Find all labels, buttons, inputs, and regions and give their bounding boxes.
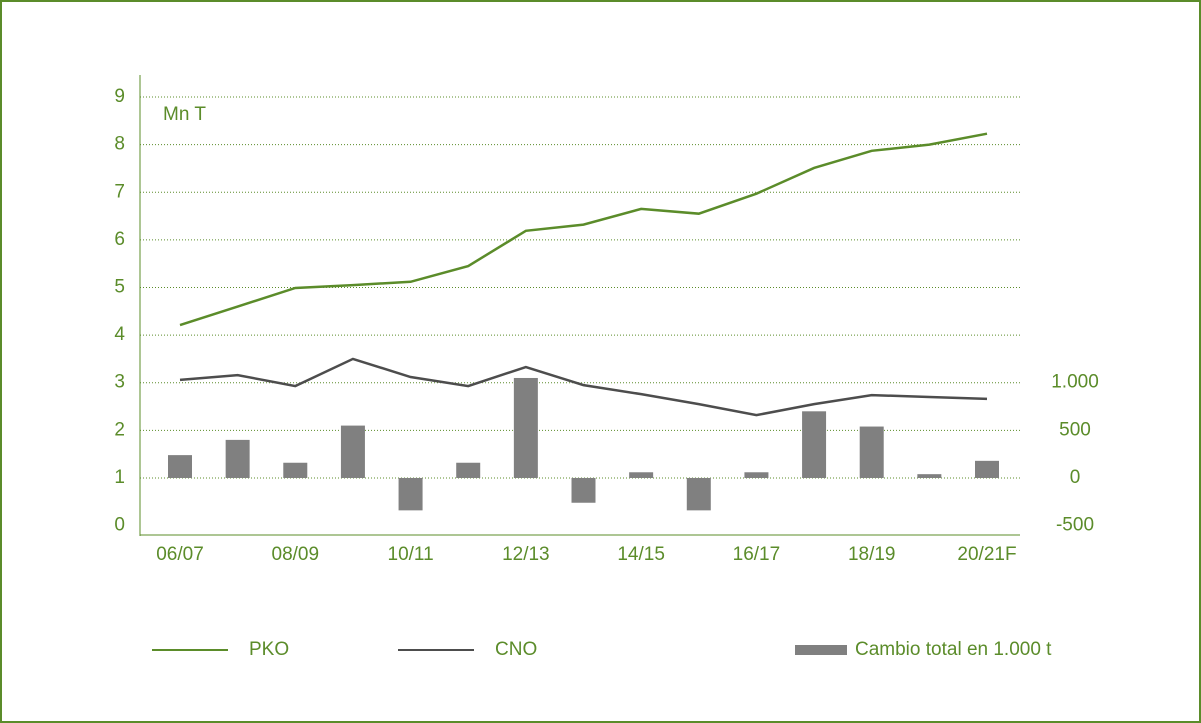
y2-tick-label: 0 <box>1070 467 1081 488</box>
x-tick-label: 06/07 <box>156 544 204 565</box>
y2-tick-label: 500 <box>1059 419 1091 440</box>
legend-label: Cambio total en 1.000 t <box>855 639 1052 660</box>
chart: Mn T 0 1 2 3 4 5 6 7 8 9 -500 0 500 1.000 06/07 08/09 10… <box>0 0 1201 723</box>
x-tick-label: 18/19 <box>848 544 896 565</box>
bar <box>399 478 423 510</box>
legend-swatch <box>795 645 847 655</box>
bar <box>744 472 768 478</box>
y-tick-label: 9 <box>114 86 125 107</box>
y-tick-label: 1 <box>114 467 125 488</box>
bar <box>975 461 999 478</box>
x-tick-label: 16/17 <box>733 544 781 565</box>
bar <box>168 455 192 478</box>
y-tick-label: 2 <box>114 419 125 440</box>
unit-annotation: Mn T <box>163 104 206 125</box>
bar <box>860 427 884 478</box>
legend-label: PKO <box>249 639 289 660</box>
line <box>180 134 987 325</box>
line <box>180 359 987 415</box>
bar <box>226 440 250 478</box>
y2-tick-label: 1.000 <box>1051 372 1099 393</box>
bar <box>456 463 480 478</box>
bar <box>802 411 826 478</box>
y-tick-label: 6 <box>114 229 125 250</box>
bar <box>572 478 596 503</box>
bar <box>687 478 711 510</box>
y-tick-label: 5 <box>114 277 125 298</box>
bar <box>917 474 941 478</box>
y-tick-label: 3 <box>114 372 125 393</box>
x-tick-label: 14/15 <box>617 544 665 565</box>
bar <box>629 472 653 478</box>
y-tick-label: 0 <box>114 515 125 536</box>
y-tick-label: 4 <box>114 324 125 345</box>
x-tick-label: 08/09 <box>272 544 320 565</box>
bar <box>283 463 307 478</box>
x-tick-label: 20/21F <box>957 544 1016 565</box>
x-tick-label: 12/13 <box>502 544 550 565</box>
y2-tick-label: -500 <box>1056 515 1094 536</box>
y-tick-label: 8 <box>114 134 125 155</box>
legend-label: CNO <box>495 639 537 660</box>
bar <box>341 426 365 478</box>
y-tick-label: 7 <box>114 181 125 202</box>
x-tick-label: 10/11 <box>388 544 434 565</box>
bar <box>514 378 538 478</box>
